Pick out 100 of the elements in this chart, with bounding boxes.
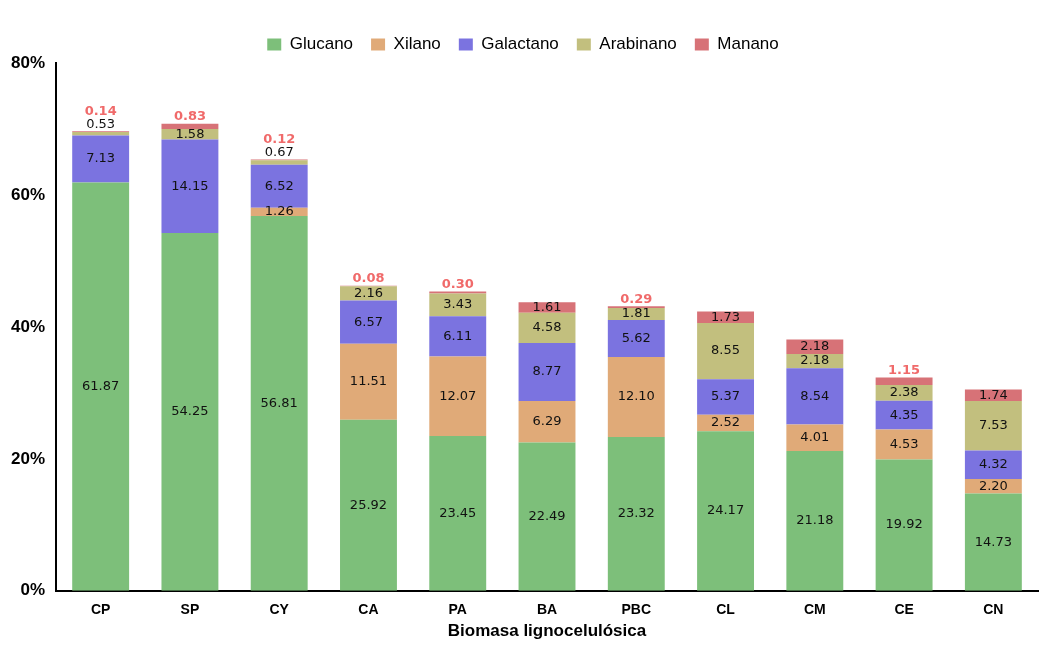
- bar: [607, 357, 665, 437]
- data-label: 2.18: [800, 352, 830, 368]
- legend-label: Xilano: [393, 34, 441, 54]
- data-label: 8.77: [532, 363, 562, 379]
- x-tick-label: CY: [269, 601, 290, 618]
- bar: [875, 377, 933, 386]
- data-label: 14.15: [171, 177, 209, 193]
- legend-label: Manano: [717, 34, 779, 54]
- bar: [786, 368, 844, 425]
- data-label: 0.29: [620, 290, 653, 306]
- y-tick-label: 60%: [10, 184, 46, 204]
- data-label: 3.43: [443, 296, 473, 312]
- bar: [786, 451, 844, 591]
- bar: [964, 400, 1022, 451]
- data-label: 8.54: [800, 387, 830, 403]
- data-label: 6.52: [264, 177, 294, 193]
- data-label: 4.32: [978, 456, 1008, 472]
- data-label: 0.53: [86, 115, 116, 131]
- bar: [697, 311, 755, 323]
- x-tick-label: BA: [536, 601, 558, 618]
- bar: [697, 322, 755, 380]
- y-tick-label: 0%: [20, 580, 46, 600]
- bar: [161, 232, 219, 591]
- bar: [875, 429, 933, 460]
- data-label: 24.17: [706, 502, 745, 518]
- x-tick-label: PA: [448, 601, 467, 618]
- bar: [607, 436, 665, 591]
- bar: [340, 286, 397, 301]
- bar: [250, 216, 308, 591]
- x-tick-label: CM: [803, 601, 826, 618]
- data-label: 0.30: [441, 275, 474, 291]
- data-label: 1.26: [264, 203, 294, 219]
- data-label: 2.38: [889, 384, 919, 400]
- data-label: 23.32: [617, 505, 655, 521]
- data-label: 6.11: [443, 327, 473, 343]
- legend-label: Galactano: [481, 34, 559, 54]
- data-label: 0.83: [173, 108, 206, 124]
- data-label: 0.08: [352, 270, 385, 286]
- y-tick-label: 40%: [10, 316, 46, 336]
- bar: [429, 316, 487, 357]
- y-tick-label: 20%: [10, 448, 46, 468]
- data-label: 22.49: [528, 507, 566, 523]
- x-tick-label: CA: [358, 601, 379, 618]
- bar: [964, 450, 1022, 480]
- legend-label: Arabinano: [599, 34, 677, 54]
- data-label: 56.81: [260, 394, 298, 410]
- bar: [875, 459, 933, 591]
- data-label: 5.37: [711, 388, 741, 404]
- data-label: 0.14: [84, 102, 117, 118]
- data-label: 23.45: [439, 504, 477, 520]
- data-label: 54.25: [171, 403, 209, 419]
- bar: [429, 436, 487, 591]
- data-label: 25.92: [349, 496, 388, 512]
- x-tick-label: CP: [90, 601, 111, 618]
- data-label: 6.57: [353, 313, 383, 329]
- data-label: 1.73: [711, 308, 741, 324]
- x-axis-title: Biomasa lignocelulósica: [447, 621, 647, 641]
- bar: [697, 431, 755, 591]
- x-tick-label: CN: [983, 601, 1004, 618]
- data-label: 2.52: [711, 414, 741, 430]
- bar: [786, 424, 844, 452]
- data-label: 4.35: [889, 406, 919, 422]
- data-label: 1.74: [978, 386, 1008, 402]
- data-label: 12.07: [439, 387, 477, 403]
- data-label: 12.10: [617, 388, 655, 404]
- bar: [340, 419, 397, 591]
- data-label: 1.81: [621, 305, 651, 321]
- data-label: 11.51: [349, 373, 388, 389]
- data-label: 7.13: [86, 150, 116, 166]
- bar: [607, 320, 665, 358]
- data-label: 19.92: [885, 516, 923, 532]
- data-label: 61.87: [82, 378, 120, 394]
- data-label: 7.53: [978, 417, 1008, 433]
- data-label: 2.16: [353, 284, 383, 300]
- data-label: 4.53: [889, 435, 919, 451]
- bar: [875, 400, 933, 430]
- x-tick-label: PBC: [621, 601, 652, 618]
- data-label: 1.58: [175, 125, 205, 141]
- legend-label: Glucano: [289, 34, 354, 54]
- x-tick-label: CE: [894, 601, 914, 618]
- data-label: 8.55: [711, 342, 741, 358]
- data-label: 0.67: [264, 143, 294, 159]
- data-label: 1.15: [888, 361, 921, 377]
- data-label: 0.12: [263, 130, 296, 146]
- y-tick-label: 80%: [10, 52, 46, 72]
- data-label: 21.18: [796, 512, 834, 528]
- bar: [250, 160, 308, 165]
- x-tick-label: CL: [716, 601, 736, 618]
- data-label: 1.61: [532, 298, 562, 314]
- bar: [964, 493, 1022, 591]
- bar: [518, 312, 576, 344]
- data-label: 4.01: [800, 429, 830, 445]
- bar: [72, 182, 130, 591]
- bar: [161, 123, 219, 130]
- x-tick-label: SP: [180, 601, 200, 618]
- bar: [429, 356, 487, 437]
- bar: [518, 442, 576, 591]
- bar: [161, 139, 219, 233]
- data-label: 2.18: [800, 338, 830, 354]
- data-label: 6.29: [532, 413, 562, 429]
